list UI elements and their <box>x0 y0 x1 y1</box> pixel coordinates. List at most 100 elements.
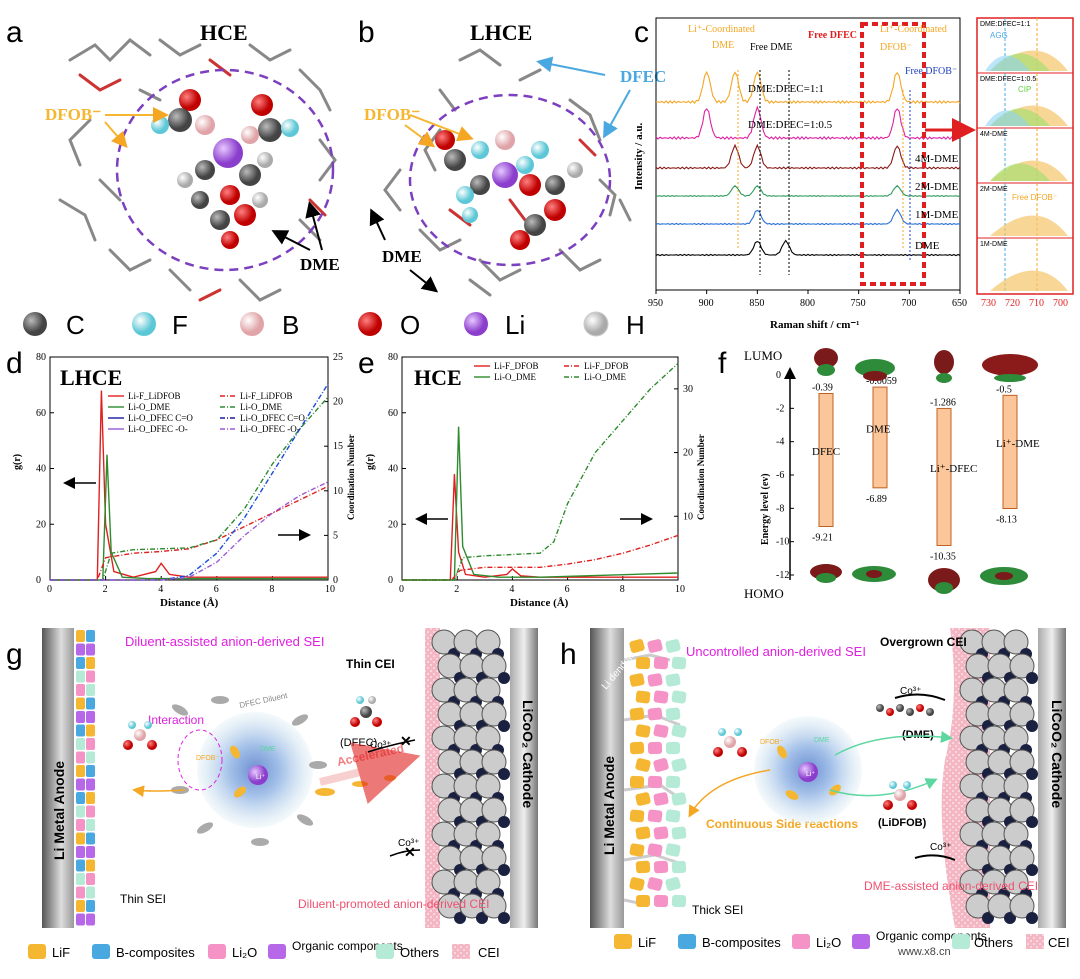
sei-block <box>86 819 95 831</box>
raman-series-line <box>655 208 961 226</box>
f-bar-label: DFEC <box>812 446 840 458</box>
sei-block <box>671 860 687 874</box>
panel-d: d LHCE g(r) Coordination Number Distance… <box>6 347 356 609</box>
sei-block <box>86 886 95 899</box>
g-cathode-label: LiCoO₂ Cathode <box>520 700 536 808</box>
sei-block <box>76 657 85 669</box>
f-lumo-value: -0.5 <box>996 384 1012 395</box>
sei-block <box>76 738 85 750</box>
cathode-particle <box>475 869 501 895</box>
cathode-dot <box>1026 816 1038 828</box>
sei-block <box>76 886 85 899</box>
d-ylabel: g(r) <box>12 454 23 470</box>
zoom-label: 2M-DME <box>980 186 1008 193</box>
raman-guides <box>737 22 976 286</box>
e-ylabel: g(r) <box>365 454 376 470</box>
e-ytick-label: 40 <box>388 464 398 475</box>
cathode-dot <box>1026 720 1038 732</box>
d-y2tick-label: 10 <box>333 486 343 497</box>
sei-block <box>635 860 651 874</box>
d-series-line <box>50 383 329 581</box>
cathode-particle <box>1003 821 1029 847</box>
raman-xtick-label: 950 <box>648 298 663 309</box>
h-dme-label: (DME) <box>902 729 934 741</box>
zoom-peak-free <box>990 270 1068 291</box>
g-sei-blocks <box>76 630 95 926</box>
cathode-particle <box>475 725 501 751</box>
legend-bcomp: B-composites <box>116 945 195 960</box>
d-y2label: Coordination Number <box>346 434 356 520</box>
panel-letter-d: d <box>6 347 23 380</box>
zoom-label: 1M-DME <box>980 241 1008 248</box>
hce-cluster <box>151 89 299 249</box>
sei-block <box>671 758 687 772</box>
h-cathode <box>1038 628 1066 928</box>
sei-block <box>665 809 681 823</box>
e-xtick-label: 4 <box>509 584 514 595</box>
e-legend-text: Li-F_DFOB <box>584 361 629 371</box>
panel-e-title: HCE <box>414 365 462 390</box>
g-cei-title: Diluent-promoted anion-derived CEI <box>298 897 489 911</box>
sei-block <box>86 751 95 764</box>
zoom-peak-free <box>990 215 1068 236</box>
sei-block <box>76 873 85 885</box>
legend-h-organic: Organic components <box>876 929 987 943</box>
raman-series-label: 2M-DME <box>915 181 959 193</box>
d-xtick-label: 2 <box>103 584 108 595</box>
sei-block <box>86 630 95 642</box>
h-anode-label: Li Metal Anode <box>601 756 617 855</box>
sei-block <box>665 741 681 755</box>
cathode-dot <box>454 912 466 924</box>
bottom-legend: LiF B-composites Li₂O Organic components… <box>28 929 1070 960</box>
zoom-xtick: 720 <box>1005 298 1020 309</box>
sei-block <box>86 657 95 669</box>
f-ytick: -12 <box>776 570 789 581</box>
cathode-dot <box>498 816 510 828</box>
h-anode <box>590 628 624 928</box>
d-legend-text: Li-F_LiDFOB <box>240 391 293 401</box>
legend-h-bcomp: B-composites <box>702 935 781 950</box>
sei-block <box>635 690 651 704</box>
zoom-xtick: 730 <box>981 298 996 309</box>
h-lidfob-label: (LiDFOB) <box>878 817 927 829</box>
sei-block <box>86 846 95 858</box>
sei-block <box>653 826 669 840</box>
dme-label-a: DME <box>300 255 340 274</box>
raman-series-line <box>655 105 961 141</box>
sei-block <box>86 738 95 750</box>
e-xlabel: Distance (Å) <box>510 597 569 609</box>
d-ytick-label: 40 <box>36 464 46 475</box>
legend-h-li2o: Li₂O <box>816 935 841 950</box>
sei-block <box>86 792 95 804</box>
h-thick-sei: Thick SEI <box>692 903 743 917</box>
d-series-line <box>50 485 329 581</box>
raman-dfob: DFOB⁻ <box>880 42 912 53</box>
e-y2tick-label: 20 <box>683 448 693 459</box>
panel-h: h Li Metal Anode Li dendrite LiCoO₂ Cath… <box>560 628 1066 928</box>
lhce-cluster <box>435 130 583 250</box>
raman-free-dme: Free DME <box>750 42 793 53</box>
h-overgrown: Overgrown CEI <box>880 635 967 649</box>
cathode-particle <box>475 629 501 655</box>
sei-block <box>86 697 95 710</box>
raman-free-dfec: Free DFEC <box>808 30 857 41</box>
atom-H: H <box>626 310 645 340</box>
panel-letter-b: b <box>358 16 375 49</box>
h-co-bottom: Co³⁺ <box>930 842 951 853</box>
d-y2tick-label: 15 <box>333 441 343 452</box>
sei-block <box>653 656 669 670</box>
f-homo-value: -6.89 <box>866 494 887 505</box>
g-dfob: DFOB⁻ <box>196 755 219 762</box>
cathode-particle <box>1009 797 1035 823</box>
f-homo: HOMO <box>744 586 784 601</box>
raman-xticks: 950 900 850 800 750 700 650 <box>648 290 967 309</box>
h-molecule-lidfob <box>883 781 917 810</box>
sei-block <box>647 639 663 653</box>
sei-block <box>629 707 645 721</box>
sei-block <box>671 724 687 738</box>
sei-block <box>665 775 681 789</box>
zoom-xtick: 710 <box>1029 298 1044 309</box>
sei-block <box>635 724 651 738</box>
cathode-dot <box>1004 912 1016 924</box>
sei-block <box>653 792 669 806</box>
